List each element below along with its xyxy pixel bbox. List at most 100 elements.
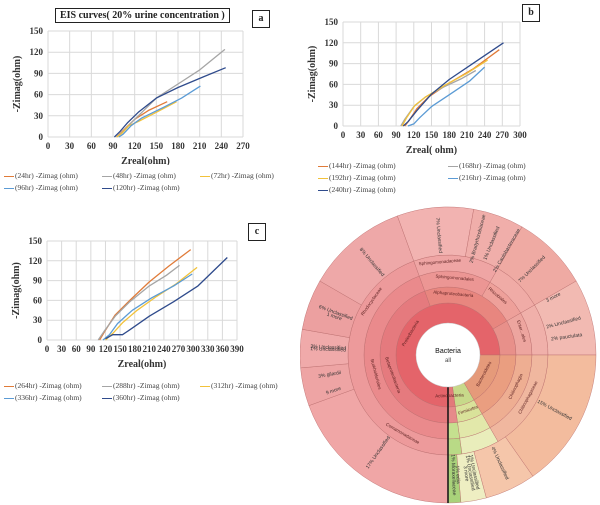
- legend-swatch: [102, 397, 112, 400]
- x-tick-label: 60: [374, 130, 384, 140]
- legend-item: (120hr) -Zimag (ohm): [102, 182, 200, 194]
- krona-outer-label: 1% Unclassified: [310, 346, 346, 353]
- legend-swatch: [4, 397, 14, 400]
- chart-c-svg: 0 30 60 90 120 150 180 210 240 270 300 330 360 390030…: [11, 236, 244, 370]
- x-tick-label: 240: [157, 344, 171, 354]
- series-line-288hr-zimag-ohm: [97, 264, 180, 341]
- x-tick-label: 390: [230, 344, 244, 354]
- x-tick-label: 30: [356, 130, 366, 140]
- x-tick-label: 150: [150, 141, 164, 151]
- x-tick-label: 300: [513, 130, 527, 140]
- x-tick-label: 60: [72, 344, 82, 354]
- legend-swatch: [102, 175, 112, 178]
- legend-item: (144hr) -Zimag (ohm): [318, 160, 448, 172]
- y-tick-label: 60: [34, 90, 44, 100]
- x-tick-label: 30: [57, 344, 67, 354]
- x-tick-label: 210: [193, 141, 207, 151]
- legend-label: (240hr) -Zimag (ohm): [329, 185, 396, 194]
- x-tick-label: 330: [201, 344, 215, 354]
- legend-swatch: [4, 175, 14, 178]
- y-axis-label: -Zimag(ohm): [12, 56, 23, 113]
- panel-label-c: c: [248, 223, 266, 241]
- krona-outer-label: 2% pauciulata: [551, 332, 583, 342]
- x-tick-label: 150: [425, 130, 439, 140]
- y-tick-label: 30: [329, 100, 339, 110]
- legend-swatch: [318, 165, 328, 168]
- legend-label: (96hr) -Zimag (ohm): [15, 183, 78, 192]
- x-axis-label: Zreal(ohm): [121, 156, 170, 165]
- panel-label-b: b: [522, 4, 540, 22]
- legend-label: (144hr) -Zimag (ohm): [329, 161, 396, 170]
- y-tick-label: 0: [334, 121, 339, 131]
- x-tick-label: 0: [46, 141, 51, 151]
- series-line-360hr-zimag-ohm: [105, 257, 228, 340]
- krona-taxon-label: Actinobacteria: [435, 392, 464, 398]
- y-tick-label: 30: [33, 315, 43, 325]
- legend-item: (96hr) -Zimag (ohm): [4, 182, 102, 194]
- krona-outer-label: 9 more: [325, 386, 342, 397]
- legend-a: (24hr) -Zimag (ohm) (48hr) -Zimag (ohm) (7…: [4, 170, 300, 194]
- y-axis-label: -Zimag(ohm): [307, 46, 318, 103]
- panel-label-a: a: [252, 10, 270, 28]
- krona-taxon-label: Alphaproteobacteria: [433, 289, 474, 298]
- krona-wedge-order-actino[interactable]: [447, 422, 460, 440]
- series-line-120hr-zimag-ohm: [113, 67, 226, 138]
- legend-item: (216hr) -Zimag (ohm): [448, 172, 578, 184]
- x-tick-label: 150: [113, 344, 127, 354]
- legend-label: (120hr) -Zimag (ohm): [113, 183, 180, 192]
- chart-panel-b: b 0 30 60 90 120 150 180 210 240 270 300 0 30 60 90 120…: [300, 0, 600, 200]
- x-tick-label: 180: [128, 344, 142, 354]
- x-tick-label: 120: [407, 130, 421, 140]
- krona-outer-label: 1% edia: [454, 465, 461, 484]
- legend-item: (192hr) -Zimag (ohm): [318, 172, 448, 184]
- series-line-192hr-zimag-ohm: [401, 59, 488, 127]
- legend-swatch: [448, 177, 458, 180]
- legend-swatch: [318, 189, 328, 192]
- legend-item: (72hr) -Zimag (ohm): [200, 170, 298, 182]
- legend-item: (240hr) -Zimag (ohm): [318, 184, 448, 196]
- legend-label: (288hr) -Zimag (ohm): [113, 381, 180, 390]
- x-tick-label: 0: [341, 130, 346, 140]
- series-line-168hr-zimag-ohm: [400, 69, 477, 127]
- y-tick-label: 90: [329, 59, 339, 69]
- legend-label: (360hr) -Zimag (ohm): [113, 393, 180, 402]
- legend-item: (288hr) -Zimag (ohm): [102, 380, 200, 392]
- y-tick-label: 120: [325, 38, 339, 48]
- krona-center[interactable]: [415, 322, 481, 388]
- x-tick-label: 90: [86, 344, 96, 354]
- series-line-216hr-zimag-ohm: [407, 66, 486, 127]
- legend-label: (264hr) -Zimag (ohm): [15, 381, 82, 390]
- y-tick-label: 60: [33, 295, 43, 305]
- x-axis-label: Zreal(ohm): [118, 359, 167, 370]
- y-tick-label: 150: [29, 236, 43, 246]
- chart-b-svg: 0 30 60 90 120 150 180 210 240 270 300030609012015…: [307, 17, 527, 155]
- x-tick-label: 270: [172, 344, 186, 354]
- legend-b: (144hr) -Zimag (ohm) (168hr) -Zimag (ohm)…: [318, 160, 578, 196]
- x-tick-label: 0: [45, 344, 50, 354]
- legend-label: (72hr) -Zimag (ohm): [211, 171, 274, 180]
- legend-swatch: [448, 165, 458, 168]
- legend-item: (48hr) -Zimag (ohm): [102, 170, 200, 182]
- x-tick-label: 300: [186, 344, 200, 354]
- krona-taxon-label: Sphingomonadales: [435, 274, 475, 282]
- y-tick-label: 60: [329, 79, 339, 89]
- x-tick-label: 90: [109, 141, 119, 151]
- x-tick-label: 30: [65, 141, 75, 151]
- krona-wedge-family-micrococcaceae[interactable]: [447, 437, 463, 456]
- x-axis-label: Zreal( ohm): [406, 145, 457, 155]
- y-tick-label: 30: [34, 111, 44, 121]
- x-tick-label: 180: [171, 141, 185, 151]
- legend-swatch: [4, 187, 14, 190]
- legend-swatch: [200, 175, 210, 178]
- legend-c: (264hr) -Zimag (ohm) (288hr) -Zimag (ohm)…: [4, 380, 300, 404]
- krona-outer-label: 3 more: [462, 466, 470, 482]
- y-tick-label: 120: [30, 47, 44, 57]
- y-tick-label: 90: [34, 68, 44, 78]
- krona-outer-label: 1% Moraxellaceae: [449, 454, 456, 496]
- legend-label: (168hr) -Zimag (ohm): [459, 161, 526, 170]
- legend-swatch: [102, 187, 112, 190]
- krona-outer-label: 1 more: [326, 312, 343, 323]
- legend-swatch: [318, 177, 328, 180]
- y-tick-label: 0: [39, 132, 44, 142]
- x-tick-label: 90: [392, 130, 402, 140]
